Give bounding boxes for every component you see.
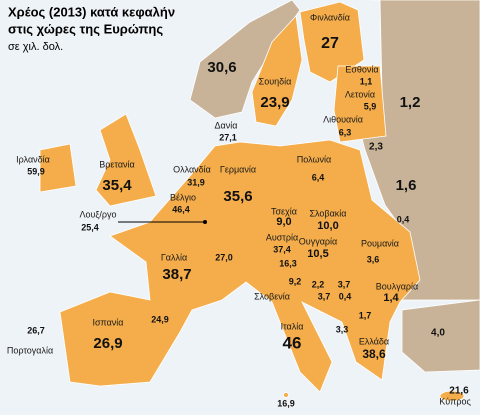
debt-value: 1,6 <box>396 177 417 194</box>
debt-value: 10,0 <box>317 220 338 232</box>
country-name: Τσεχία <box>271 206 297 216</box>
country-name: Ελλάδα <box>359 336 389 346</box>
country-name: Λουξ/ργο <box>79 209 116 219</box>
country-name: Σουηδία <box>259 76 292 86</box>
country-name: Αυστρία <box>266 232 298 242</box>
debt-value: 26,7 <box>27 325 45 335</box>
country-name: Ισπανία <box>92 317 123 327</box>
country-name: Ιταλία <box>281 321 304 331</box>
debt-value: 31,9 <box>187 177 205 187</box>
country-name: Κύπρος <box>439 396 471 406</box>
country-name: Σλοβενία <box>254 291 290 301</box>
country-name: Βέλγιο <box>170 192 196 202</box>
debt-value: 46,4 <box>172 204 190 214</box>
debt-value: 30,6 <box>207 59 236 76</box>
debt-value: 46 <box>283 333 302 352</box>
country-name: Πορτογαλία <box>7 345 53 355</box>
debt-value: 16,3 <box>279 258 297 268</box>
debt-value: 3,3 <box>336 324 349 334</box>
debt-value: 0,4 <box>339 291 352 301</box>
debt-value: 35,4 <box>102 177 132 194</box>
debt-value: 38,7 <box>162 266 191 283</box>
country-name: Ρουμανία <box>361 238 399 248</box>
country-name: Λετονία <box>345 89 375 99</box>
country-name: Εσθονία <box>345 64 378 74</box>
leader-dot <box>203 220 207 224</box>
country-name: Δανία <box>215 120 238 130</box>
debt-value: 27,1 <box>219 132 237 142</box>
debt-value: 1,7 <box>359 310 372 320</box>
title-line: Χρέος (2013) κατά κεφαλήν <box>8 4 175 19</box>
debt-value: 21,6 <box>449 386 469 397</box>
debt-value: 27 <box>321 35 339 52</box>
title-line: στις χώρες της Ευρώπης <box>8 21 163 36</box>
country-name: Βρετανία <box>99 159 134 169</box>
debt-value: 9,2 <box>289 276 302 286</box>
debt-value: 35,6 <box>223 188 252 205</box>
subtitle: σε χιλ. δολ. <box>8 41 63 53</box>
debt-value: 26,9 <box>93 335 122 352</box>
debt-value: 24,9 <box>151 314 169 324</box>
debt-value: 3,6 <box>367 254 380 264</box>
country-name: Πολωνία <box>297 154 331 164</box>
debt-value: 16,9 <box>277 398 295 408</box>
debt-value: 23,9 <box>260 94 289 111</box>
country-name: Λιθουανία <box>323 114 363 124</box>
debt-value: 3,7 <box>338 279 351 289</box>
debt-value: 38,6 <box>362 347 386 361</box>
debt-value: 2,3 <box>369 142 383 153</box>
debt-value: 3,7 <box>318 291 331 301</box>
debt-value: 1,1 <box>360 76 373 86</box>
debt-value: 2,2 <box>312 279 325 289</box>
debt-value: 27,0 <box>215 252 233 262</box>
debt-value: 25,4 <box>81 222 99 232</box>
country-name: Βουλγαρία <box>376 281 418 291</box>
debt-value: 0,4 <box>397 214 410 224</box>
debt-value: 1,4 <box>383 292 399 304</box>
country-name: Φινλανδία <box>310 12 350 22</box>
eu-land <box>39 1 465 402</box>
country-name: Γερμανία <box>220 164 256 174</box>
debt-value: 5,9 <box>364 101 377 111</box>
country-name: Ιρλανδία <box>16 154 50 164</box>
debt-value: 4,0 <box>431 328 445 339</box>
debt-value: 1,2 <box>400 94 421 111</box>
debt-value: 6,3 <box>339 127 352 137</box>
debt-value: 59,9 <box>27 166 45 176</box>
country-name: Ουγγαρία <box>299 236 337 246</box>
debt-value: 9,0 <box>276 216 291 228</box>
country-name: Ολλανδία <box>173 164 211 174</box>
debt-value: 10,5 <box>307 248 328 260</box>
debt-value: 37,4 <box>273 244 291 254</box>
country-name: Σλοβακία <box>309 208 346 218</box>
debt-value: 6,4 <box>312 172 325 182</box>
country-name: Γαλλία <box>161 252 187 262</box>
